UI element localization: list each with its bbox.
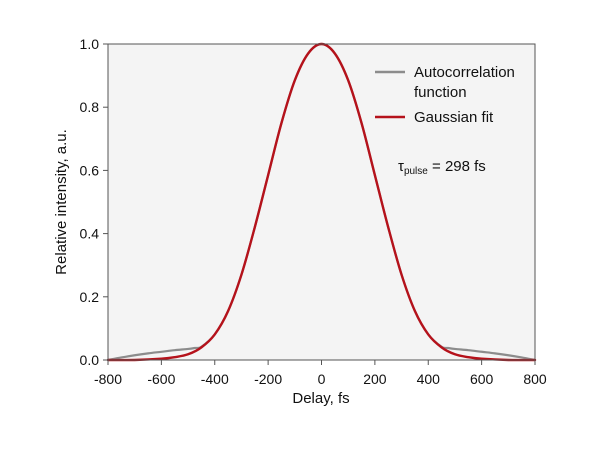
plot-background — [108, 44, 535, 360]
y-axis-label: Relative intensity, a.u. — [53, 129, 70, 275]
x-tick-label: 0 — [318, 371, 326, 387]
pulse-width-annotation: τpulse = 298 fs — [398, 158, 486, 177]
legend-label-autocorrelation-line2: function — [414, 84, 467, 101]
x-axis-label: Delay, fs — [292, 390, 349, 407]
x-tick-label: 800 — [523, 371, 547, 387]
x-tick-label: 400 — [417, 371, 441, 387]
x-tick-label: 600 — [470, 371, 494, 387]
legend-label-autocorrelation-line1: Autocorrelation — [414, 64, 515, 81]
y-tick-label: 0.8 — [80, 99, 100, 115]
x-tick-label: 200 — [363, 371, 387, 387]
x-tick-label: -200 — [254, 371, 282, 387]
y-tick-label: 1.0 — [80, 36, 100, 52]
y-tick-label: 0.0 — [80, 352, 100, 368]
y-axis-tick-labels: 0.0 0.2 0.4 0.6 0.8 1.0 — [80, 36, 100, 368]
y-tick-label: 0.6 — [80, 162, 100, 178]
x-tick-label: -600 — [147, 371, 175, 387]
x-axis-tick-labels: -800 -600 -400 -200 0 200 400 600 800 — [94, 371, 547, 387]
y-tick-label: 0.4 — [80, 226, 100, 242]
x-axis-ticks — [107, 360, 536, 365]
y-axis-ticks — [103, 43, 108, 361]
legend-label-gaussian-fit: Gaussian fit — [414, 109, 494, 126]
x-tick-label: -800 — [94, 371, 122, 387]
y-tick-label: 0.2 — [80, 289, 100, 305]
x-tick-label: -400 — [201, 371, 229, 387]
legend: Autocorrelation function Gaussian fit — [375, 64, 515, 126]
